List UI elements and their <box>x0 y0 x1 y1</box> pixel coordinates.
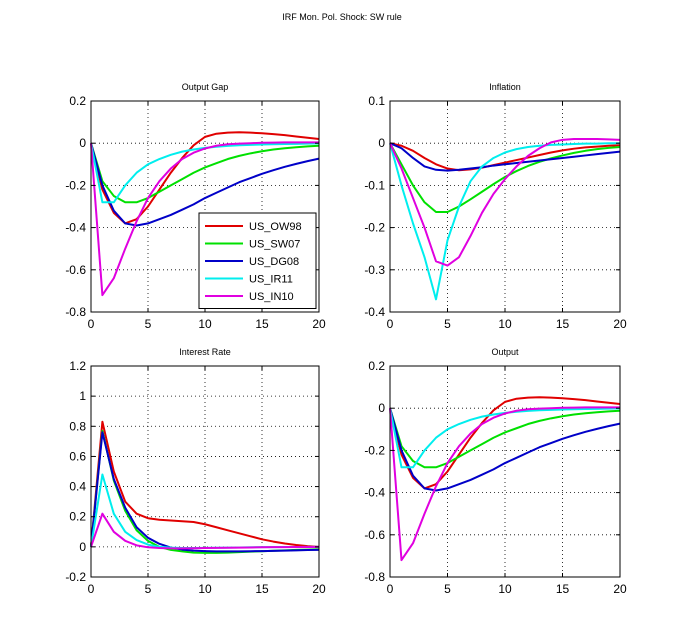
x-tick-label: 0 <box>88 582 95 596</box>
series-line-us-in10 <box>389 137 621 267</box>
y-tick-label: -0.1 <box>364 178 385 192</box>
y-tick-label: -0.8 <box>364 570 385 584</box>
y-tick-label: 0.2 <box>69 94 86 108</box>
legend-label: US_OW98 <box>249 221 302 233</box>
x-tick-label: 20 <box>613 317 627 331</box>
y-tick-label: 0 <box>79 540 86 554</box>
axes-box <box>90 100 320 313</box>
plot-area <box>390 366 620 577</box>
x-tick-label: 20 <box>613 582 627 596</box>
y-tick-label: 0 <box>79 136 86 150</box>
panel-4: 0 5 10 15 20 -0.8 -0.6 -0.4 -0.2 0 0.2 Output <box>364 347 627 596</box>
y-tick-label: 0.6 <box>69 449 86 463</box>
y-tick-label: -0.4 <box>364 305 385 319</box>
y-tick-label: -0.3 <box>364 263 385 277</box>
panel-title: Output <box>491 347 519 357</box>
axes-box <box>389 365 621 578</box>
y-tick-label: -0.2 <box>65 178 86 192</box>
x-tick-label: 15 <box>556 317 570 331</box>
series-line-us-dg08 <box>90 431 320 553</box>
x-tick-label: 15 <box>255 582 269 596</box>
panel-title: Output Gap <box>182 82 229 92</box>
y-tick-label: -0.6 <box>65 263 86 277</box>
x-tick-label: 0 <box>387 317 394 331</box>
panel-title: Inflation <box>489 82 521 92</box>
x-tick-label: 15 <box>255 317 269 331</box>
legend-label: US_IN10 <box>249 291 294 303</box>
y-tick-label: -0.2 <box>364 221 385 235</box>
x-tick-label: 5 <box>444 317 451 331</box>
x-tick-label: 5 <box>145 317 152 331</box>
series-line-us-ow98 <box>389 396 621 490</box>
y-tick-label: -0.2 <box>364 443 385 457</box>
y-tick-label: 0 <box>378 136 385 150</box>
series-line-us-ir11 <box>389 142 620 301</box>
series-line-us-in10 <box>389 406 620 562</box>
x-tick-label: 10 <box>198 582 212 596</box>
x-tick-label: 20 <box>312 317 326 331</box>
y-tick-label: 1.2 <box>69 359 86 373</box>
x-tick-label: 10 <box>198 317 212 331</box>
legend-label: US_DG08 <box>249 256 299 268</box>
x-tick-label: 5 <box>145 582 152 596</box>
x-tick-label: 20 <box>312 582 326 596</box>
panel-title: Interest Rate <box>179 347 231 357</box>
y-tick-label: 0.1 <box>368 94 385 108</box>
y-tick-label: 1 <box>79 389 86 403</box>
y-tick-label: 0.2 <box>368 359 385 373</box>
series-line-us-dg08 <box>389 407 621 492</box>
legend-label: US_IR11 <box>249 274 293 286</box>
series-line-us-ow98 <box>389 142 621 172</box>
figure-title: IRF Mon. Pol. Shock: SW rule <box>282 12 402 22</box>
series-line-us-sw07 <box>90 142 320 204</box>
panel-2: 0 5 10 15 20 -0.4 -0.3 -0.2 -0.1 0 0.1 Inflation <box>364 82 627 331</box>
x-tick-label: 5 <box>444 582 451 596</box>
x-tick-label: 10 <box>498 317 512 331</box>
y-tick-label: 0.8 <box>69 419 86 433</box>
legend-label: US_SW07 <box>249 239 300 251</box>
y-tick-label: -0.4 <box>65 221 86 235</box>
x-tick-label: 15 <box>556 582 570 596</box>
series-line-us-dg08 <box>389 142 621 172</box>
legend: US_OW98 US_SW07 US_DG08 US_IR11 US_IN10 <box>198 212 317 309</box>
x-tick-label: 0 <box>387 582 394 596</box>
series-line-us-in10 <box>90 141 319 297</box>
y-tick-label: 0.4 <box>69 480 86 494</box>
series-line-us-ow98 <box>90 131 320 225</box>
y-tick-label: 0.2 <box>69 510 86 524</box>
y-tick-label: -0.8 <box>65 305 86 319</box>
y-tick-label: -0.6 <box>364 528 385 542</box>
plot-area <box>390 101 620 312</box>
series-line-us-ow98 <box>90 420 320 548</box>
series-line-us-sw07 <box>389 142 621 213</box>
series-line-us-sw07 <box>389 407 621 469</box>
axes-box <box>389 100 621 313</box>
y-tick-label: -0.2 <box>65 570 86 584</box>
plot-area <box>91 366 319 577</box>
panel-1: 0 5 10 15 20 -0.8 -0.6 -0.4 -0.2 0 0.2 Output Gap US… <box>65 82 326 331</box>
y-tick-label: -0.4 <box>364 486 385 500</box>
series-line-us-dg08 <box>90 142 320 227</box>
x-tick-label: 0 <box>88 317 95 331</box>
x-tick-label: 10 <box>498 582 512 596</box>
y-tick-label: 0 <box>378 401 385 415</box>
series-line-us-in10 <box>90 512 320 550</box>
axes-box <box>90 365 320 578</box>
